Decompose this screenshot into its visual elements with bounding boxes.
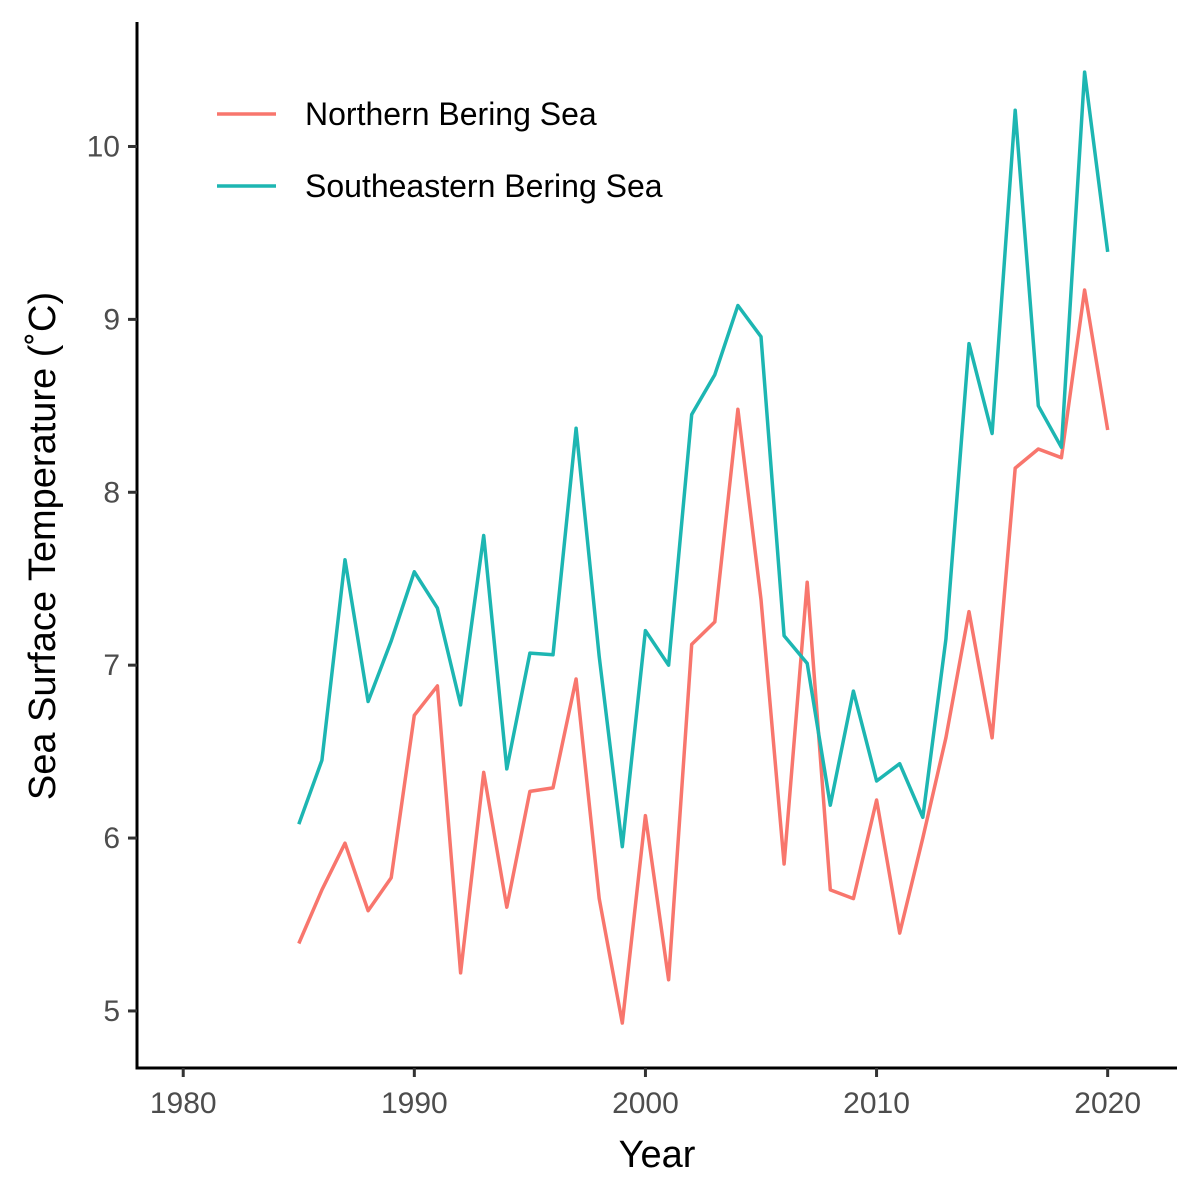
x-tick-label: 2000 — [612, 1087, 679, 1120]
y-tick-label: 9 — [103, 303, 120, 336]
x-axis-title: Year — [619, 1134, 696, 1176]
x-tick-label: 2010 — [843, 1087, 910, 1120]
legend-label-2: Southeastern Bering Sea — [305, 168, 663, 204]
axes-layer — [135, 22, 1177, 1070]
series-line-1 — [297, 288, 1110, 1025]
y-tick-label: 10 — [87, 130, 120, 163]
y-ticks: 5 6 7 8 9 10 — [87, 130, 137, 1028]
x-tick-label: 1980 — [150, 1087, 217, 1120]
x-ticks: 1980 1990 2000 2010 2020 — [150, 1068, 1141, 1120]
y-tick-label: 5 — [103, 995, 120, 1028]
y-tick-label: 6 — [103, 822, 120, 855]
legend: Northern Bering Sea Southeastern Bering S… — [217, 96, 663, 204]
series-line-2 — [297, 70, 1110, 849]
y-tick-label: 7 — [103, 649, 120, 682]
legend-label-1: Northern Bering Sea — [305, 96, 597, 132]
y-tick-label: 8 — [103, 476, 120, 509]
series-layer — [297, 70, 1110, 1025]
y-axis-title: Sea Surface Temperature (˚C) — [22, 292, 64, 800]
x-tick-label: 1990 — [381, 1087, 448, 1120]
x-tick-label: 2020 — [1074, 1087, 1141, 1120]
